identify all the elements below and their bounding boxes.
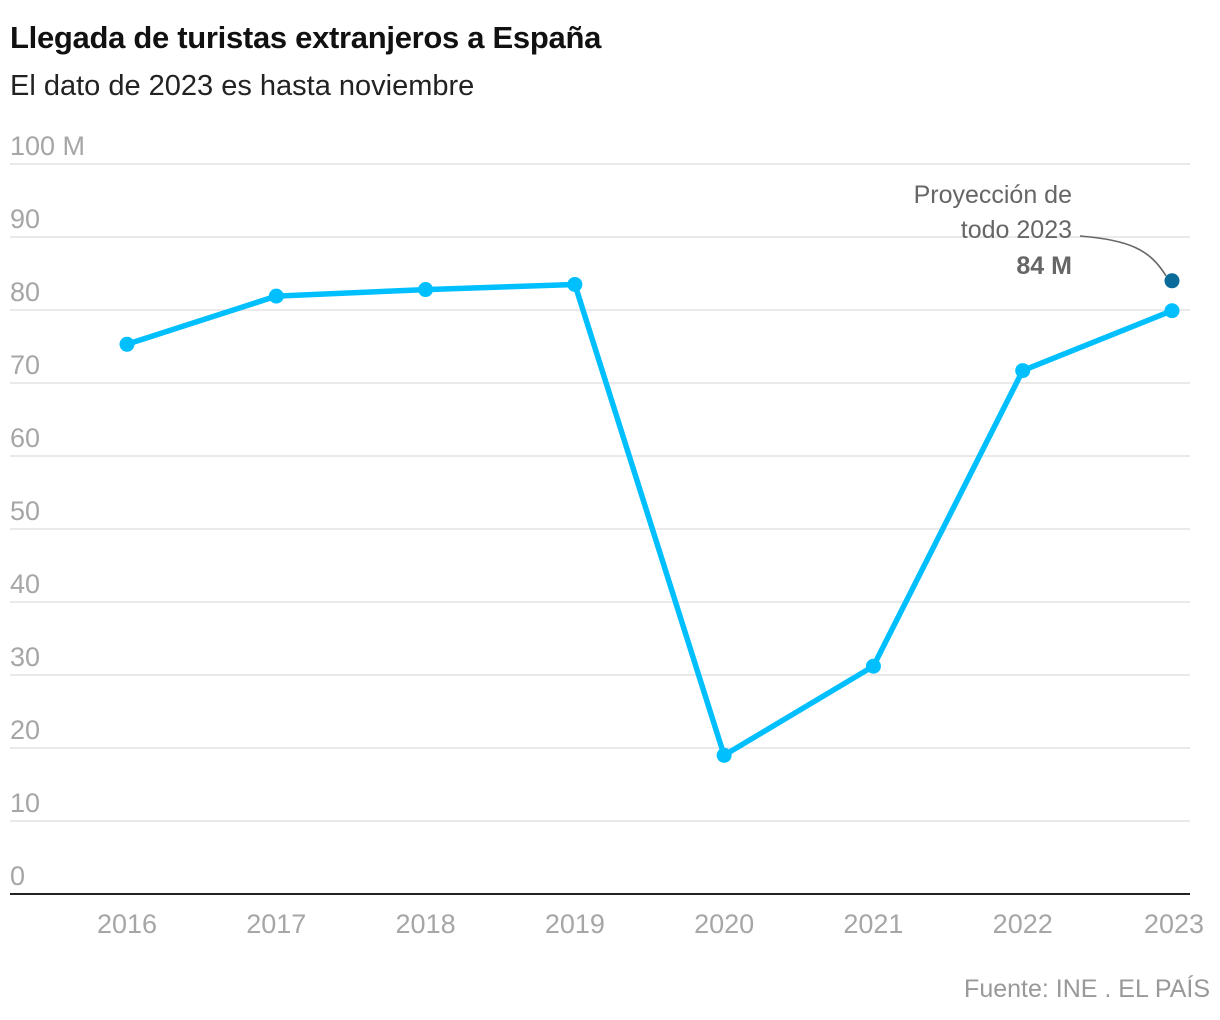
chart-subtitle: El dato de 2023 es hasta noviembre — [10, 70, 475, 102]
annotation-label-line-2: todo 2023 — [961, 216, 1072, 244]
data-point — [716, 747, 732, 763]
annotation-label-line-1: Proyección de — [914, 181, 1072, 209]
x-tick-label: 2021 — [843, 909, 903, 939]
x-axis-ticks: 2016 2017 2018 2019 2020 2021 2022 2023 — [97, 909, 1204, 939]
y-tick-label: 80 — [10, 277, 40, 307]
y-tick-label: 90 — [10, 204, 40, 234]
y-tick-label: 70 — [10, 350, 40, 380]
projection-point — [1164, 273, 1180, 289]
data-point — [1015, 363, 1031, 379]
annotation-leader-line — [1079, 235, 1167, 277]
y-tick-label: 0 — [10, 861, 25, 891]
data-point — [268, 288, 284, 304]
series-line — [124, 281, 1175, 759]
y-tick-label: 100 M — [10, 131, 85, 161]
x-tick-label: 2022 — [993, 909, 1053, 939]
y-axis-ticks: 0 10 20 30 40 50 60 70 80 90 100 M — [10, 131, 85, 891]
y-tick-label: 60 — [10, 423, 40, 453]
data-point — [418, 282, 434, 298]
y-tick-label: 50 — [10, 496, 40, 526]
data-point — [1164, 303, 1180, 319]
x-tick-label: 2019 — [545, 909, 605, 939]
x-tick-label: 2023 — [1144, 909, 1204, 939]
source-note: Fuente: INE . EL PAÍS — [964, 975, 1210, 1003]
x-tick-label: 2018 — [396, 909, 456, 939]
y-tick-label: 20 — [10, 715, 40, 745]
chart-title: Llegada de turistas extranjeros a España — [10, 20, 602, 55]
annotation-value: 84 M — [1016, 252, 1072, 280]
data-point — [119, 336, 135, 352]
data-point — [865, 658, 881, 674]
x-tick-label: 2017 — [246, 909, 306, 939]
grid-layer — [10, 163, 1190, 822]
y-tick-label: 10 — [10, 788, 40, 818]
data-point — [567, 276, 583, 292]
y-tick-label: 30 — [10, 642, 40, 672]
x-tick-label: 2020 — [694, 909, 754, 939]
series-points — [119, 276, 1180, 763]
x-tick-label: 2016 — [97, 909, 157, 939]
y-tick-label: 40 — [10, 569, 40, 599]
